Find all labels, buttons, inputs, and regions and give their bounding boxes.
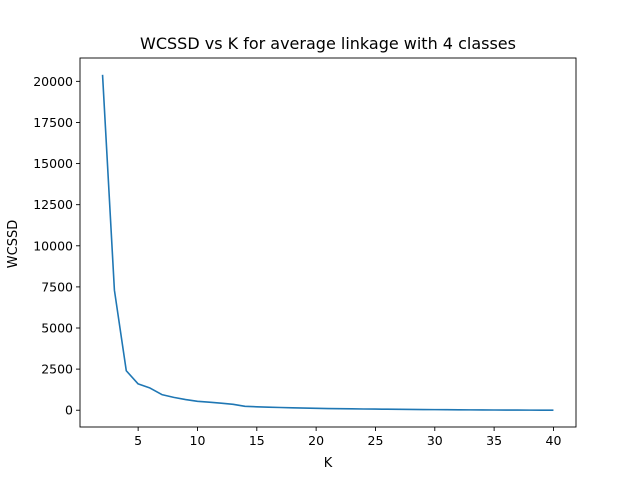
plot-frame	[79, 57, 577, 428]
x-axis-label: K	[324, 456, 333, 471]
y-tick-label: 15000	[33, 156, 73, 171]
x-tick-label: 5	[134, 433, 142, 448]
x-tick-label: 20	[308, 433, 324, 448]
y-tick-label: 10000	[33, 238, 73, 253]
y-tick-label: 0	[65, 403, 73, 418]
x-tick-label: 40	[546, 433, 562, 448]
y-axis-label: WCSSD	[6, 220, 21, 268]
y-tick-label: 2500	[41, 362, 73, 377]
x-tick-label: 30	[427, 433, 443, 448]
y-tick-label: 20000	[33, 74, 73, 89]
y-tick-label: 7500	[41, 279, 73, 294]
x-tick-label: 10	[190, 433, 206, 448]
series-line	[101, 74, 554, 411]
y-tick-label: 5000	[41, 321, 73, 336]
plot-area: 5 10 15 20 25 30 35 40 0 2500 5000 7500 10000 12500 15…	[33, 57, 577, 448]
x-tick-label: 15	[249, 433, 265, 448]
chart-title: WCSSD vs K for average linkage with 4 cl…	[140, 34, 516, 53]
x-tick-label: 35	[486, 433, 502, 448]
x-tick-label: 25	[368, 433, 384, 448]
y-tick-label: 17500	[33, 115, 73, 130]
y-tick-label: 12500	[33, 197, 73, 212]
